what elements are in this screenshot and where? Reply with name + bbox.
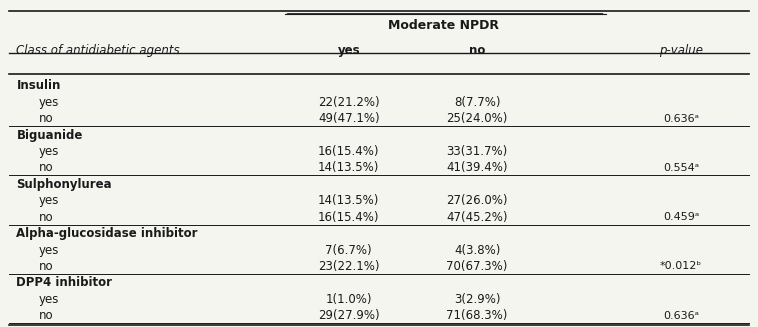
Text: Sulphonylurea: Sulphonylurea	[17, 178, 112, 191]
Text: yes: yes	[337, 43, 360, 57]
Text: 25(24.0%): 25(24.0%)	[446, 112, 508, 125]
Text: 22(21.2%): 22(21.2%)	[318, 96, 380, 109]
Text: 4(3.8%): 4(3.8%)	[454, 244, 500, 256]
Text: yes: yes	[39, 244, 60, 256]
Text: no: no	[39, 162, 54, 174]
Text: p-value: p-value	[659, 43, 703, 57]
Text: 49(47.1%): 49(47.1%)	[318, 112, 380, 125]
Text: 27(26.0%): 27(26.0%)	[446, 194, 508, 207]
Text: 41(39.4%): 41(39.4%)	[446, 162, 508, 174]
Text: Moderate NPDR: Moderate NPDR	[387, 19, 499, 32]
Text: 3(2.9%): 3(2.9%)	[454, 293, 500, 306]
Text: 1(1.0%): 1(1.0%)	[325, 293, 372, 306]
Text: 0.554ᵃ: 0.554ᵃ	[663, 163, 699, 173]
Text: 16(15.4%): 16(15.4%)	[318, 145, 380, 158]
Text: 0.459ᵃ: 0.459ᵃ	[663, 212, 699, 222]
Text: 33(31.7%): 33(31.7%)	[446, 145, 508, 158]
Text: yes: yes	[39, 293, 60, 306]
Text: 8(7.7%): 8(7.7%)	[454, 96, 500, 109]
Text: 0.636ᵃ: 0.636ᵃ	[663, 311, 699, 321]
Text: Biguanide: Biguanide	[17, 129, 83, 142]
Text: 14(13.5%): 14(13.5%)	[318, 194, 380, 207]
Text: yes: yes	[39, 194, 60, 207]
Text: yes: yes	[39, 96, 60, 109]
Text: 7(6.7%): 7(6.7%)	[325, 244, 372, 256]
Text: 70(67.3%): 70(67.3%)	[446, 260, 508, 273]
Text: no: no	[39, 211, 54, 224]
Text: Class of antidiabetic agents: Class of antidiabetic agents	[17, 43, 180, 57]
Text: Insulin: Insulin	[17, 79, 61, 92]
Text: yes: yes	[39, 145, 60, 158]
Text: 23(22.1%): 23(22.1%)	[318, 260, 380, 273]
Text: *0.012ᵇ: *0.012ᵇ	[660, 262, 702, 271]
Text: 29(27.9%): 29(27.9%)	[318, 309, 380, 322]
Text: no: no	[469, 43, 485, 57]
Text: 14(13.5%): 14(13.5%)	[318, 162, 380, 174]
Text: 71(68.3%): 71(68.3%)	[446, 309, 508, 322]
Text: 16(15.4%): 16(15.4%)	[318, 211, 380, 224]
Text: no: no	[39, 309, 54, 322]
Text: DPP4 inhibitor: DPP4 inhibitor	[17, 276, 112, 289]
Text: no: no	[39, 112, 54, 125]
Text: 0.636ᵃ: 0.636ᵃ	[663, 113, 699, 124]
Text: Alpha-glucosidase inhibitor: Alpha-glucosidase inhibitor	[17, 227, 198, 240]
Text: 47(45.2%): 47(45.2%)	[446, 211, 508, 224]
Text: no: no	[39, 260, 54, 273]
